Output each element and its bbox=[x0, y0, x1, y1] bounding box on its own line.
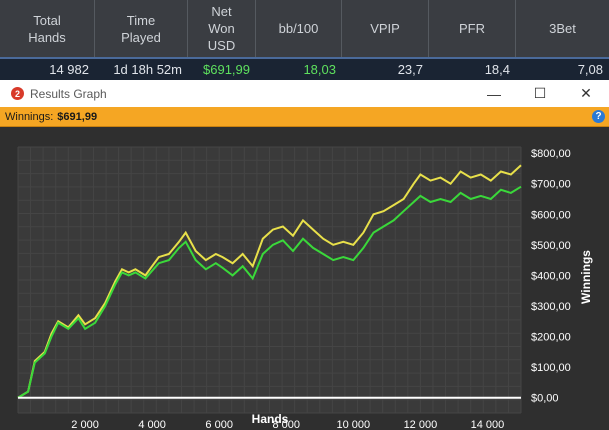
stats-row[interactable]: 14 982 1d 18h 52m $691,99 18,03 23,7 18,… bbox=[0, 57, 609, 80]
header-bb100[interactable]: bb/100 bbox=[256, 0, 342, 57]
chart-grid bbox=[17, 146, 522, 414]
y-tick-label: $600,00 bbox=[531, 209, 571, 221]
winnings-label: Winnings: bbox=[5, 110, 54, 123]
series-line-1 bbox=[17, 185, 522, 399]
results-graph-window: 2 Results Graph — ☐ ✕ Winnings: $691,99 … bbox=[0, 80, 609, 430]
header-3bet[interactable]: 3Bet bbox=[549, 21, 576, 36]
x-tick-label: 10 000 bbox=[337, 419, 371, 430]
y-tick-label: $500,00 bbox=[531, 240, 571, 252]
y-tick-label: $700,00 bbox=[531, 179, 571, 191]
value-time-played: 1d 18h 52m bbox=[113, 62, 182, 77]
winnings-value: $691,99 bbox=[57, 110, 98, 123]
winnings-bar: Winnings: $691,99 ? bbox=[0, 107, 609, 127]
window-title: Results Graph bbox=[30, 86, 107, 101]
y-tick-label: $100,00 bbox=[531, 362, 571, 374]
chart-series bbox=[17, 164, 522, 399]
app-logo-icon: 2 bbox=[11, 87, 24, 100]
header-net-won[interactable]: Net Won USD bbox=[188, 0, 256, 57]
value-net-won: $691,99 bbox=[203, 62, 250, 77]
y-tick-label: $300,00 bbox=[531, 301, 571, 313]
y-axis-ticks: $0,00 $100,00 $200,00 $300,00 $400,00 $500,00… bbox=[531, 148, 571, 405]
header-vpip[interactable]: VPIP bbox=[342, 0, 429, 57]
series-line-0 bbox=[17, 164, 522, 399]
value-total-hands: 14 982 bbox=[49, 62, 89, 77]
close-button[interactable]: ✕ bbox=[580, 85, 592, 101]
y-axis-label: Winnings bbox=[579, 250, 593, 304]
y-tick-label: $0,00 bbox=[531, 393, 559, 405]
y-tick-label: $400,00 bbox=[531, 270, 571, 282]
x-tick-label: 12 000 bbox=[404, 419, 438, 430]
x-axis-ticks: 2 000 4 000 6 000 8 000 10 000 12 000 14 000 bbox=[71, 419, 504, 430]
header-time-played[interactable]: Time Played bbox=[95, 0, 188, 57]
x-axis-label: Hands bbox=[252, 412, 289, 426]
maximize-button[interactable]: ☐ bbox=[533, 85, 547, 101]
value-bb100: 18,03 bbox=[303, 62, 336, 77]
header-pfr[interactable]: PFR bbox=[429, 0, 516, 57]
x-tick-label: 6 000 bbox=[205, 419, 233, 430]
x-tick-label: 4 000 bbox=[138, 419, 166, 430]
help-icon[interactable]: ? bbox=[592, 110, 605, 123]
value-vpip: 23,7 bbox=[397, 62, 423, 77]
results-chart[interactable]: 2 000 4 000 6 000 8 000 10 000 12 000 14 000 $… bbox=[0, 127, 609, 430]
title-bar[interactable]: 2 Results Graph — ☐ ✕ bbox=[0, 80, 609, 107]
x-tick-label: 8 000 bbox=[273, 419, 301, 430]
stats-header: Total Hands Time Played Net Won USD bb/1… bbox=[0, 0, 609, 57]
x-tick-label: 14 000 bbox=[471, 419, 505, 430]
minimize-button[interactable]: — bbox=[487, 85, 501, 102]
x-tick-label: 2 000 bbox=[71, 419, 99, 430]
value-3bet: 7,08 bbox=[577, 62, 603, 77]
value-pfr: 18,4 bbox=[484, 62, 510, 77]
header-total-hands[interactable]: Total Hands bbox=[0, 0, 95, 57]
y-tick-label: $800,00 bbox=[531, 148, 571, 160]
y-tick-label: $200,00 bbox=[531, 332, 571, 344]
